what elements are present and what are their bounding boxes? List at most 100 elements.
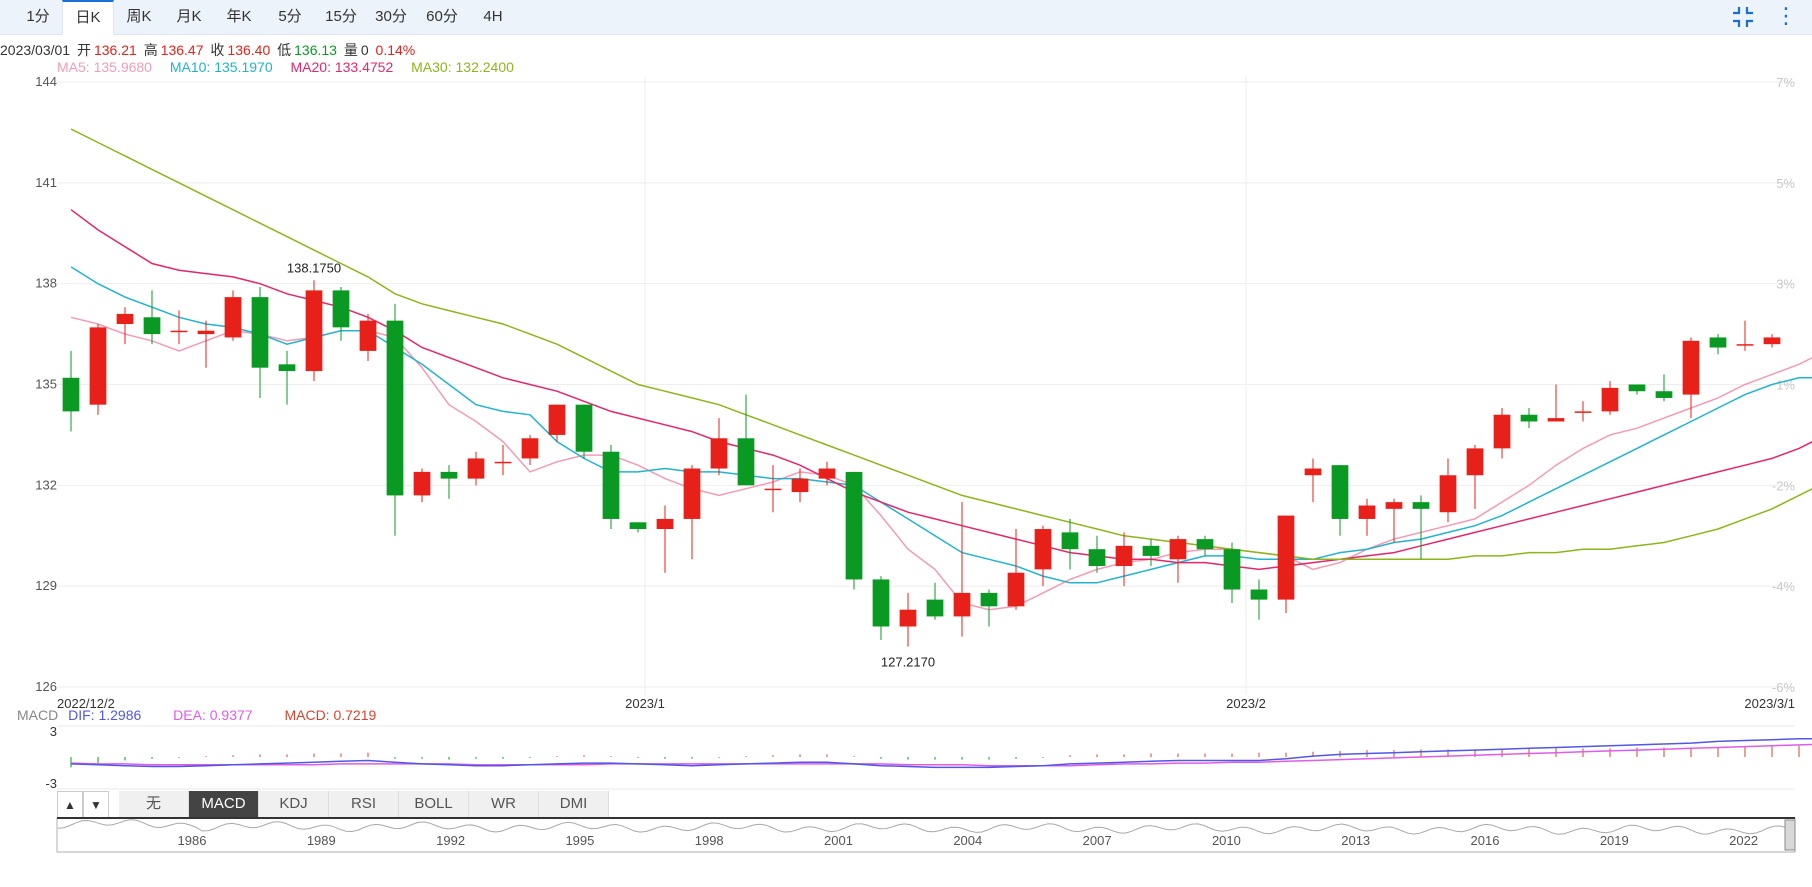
ma5-label: MA5: 135.9680 bbox=[57, 59, 152, 75]
dea-label: DEA: 0.9377 bbox=[173, 707, 253, 723]
more-options-icon[interactable]: ⋮ bbox=[1775, 3, 1797, 28]
navigator-range-handle bbox=[1784, 819, 1796, 851]
candle-body bbox=[1061, 532, 1079, 550]
candle-body bbox=[1304, 468, 1322, 476]
indicator-tab-wr[interactable]: WR bbox=[469, 791, 539, 817]
navigator-frame bbox=[56, 817, 1796, 853]
x-axis-label: 2023/3/1 bbox=[1744, 696, 1795, 710]
macd-legend: MACD DIF: 1.2986 DEA: 0.9377 MACD: 0.721… bbox=[17, 707, 379, 723]
scroll-down-button[interactable]: ▼ bbox=[83, 791, 109, 819]
percent-tick-label: -6% bbox=[1772, 680, 1796, 695]
candle-body bbox=[845, 471, 863, 580]
candle-body bbox=[521, 438, 539, 459]
macd-tick-label: 3 bbox=[50, 724, 57, 739]
candle-body bbox=[1169, 539, 1187, 560]
tab-monthly-k[interactable]: 月K bbox=[176, 8, 202, 25]
ma20-line bbox=[70, 209, 1812, 571]
candle-body bbox=[1142, 545, 1160, 556]
open-label: 开 bbox=[76, 42, 91, 58]
candle-body bbox=[1763, 337, 1781, 345]
candle-body bbox=[575, 404, 593, 452]
percent-tick-label: 3% bbox=[1776, 277, 1795, 292]
volume-label: 量 bbox=[343, 42, 358, 58]
y-tick-label: 135 bbox=[35, 377, 57, 392]
tab-yearly-k[interactable]: 年K bbox=[226, 8, 252, 25]
navigator-history-line bbox=[57, 819, 1793, 835]
candle-body bbox=[170, 330, 188, 333]
candlestick-chart[interactable]: 144 7%141 5%138 3%135 1%132 -2%129 -4%126 -6%20… bbox=[0, 70, 1812, 710]
ma5-line bbox=[70, 316, 1812, 611]
tab-weekly-k[interactable]: 周K bbox=[126, 8, 152, 25]
indicator-tab-macd[interactable]: MACD bbox=[189, 791, 259, 817]
candle-body bbox=[278, 364, 296, 372]
info-date: 2023/03/01 bbox=[0, 42, 71, 58]
candle-body bbox=[899, 609, 917, 627]
tab-60min[interactable]: 60分 bbox=[426, 8, 458, 25]
candle-body bbox=[224, 297, 242, 338]
collapse-icon[interactable] bbox=[1730, 4, 1756, 30]
max-price-annotation: 138.1750 bbox=[287, 260, 341, 275]
range-navigator[interactable]: 1986 1989 1992 1995 1998 2001 2004 2007 2010 2013… bbox=[0, 816, 1812, 856]
volume-value: 0 bbox=[360, 42, 369, 58]
close-value: 136.40 bbox=[227, 42, 271, 58]
candle-body bbox=[629, 522, 647, 530]
candle-body bbox=[953, 592, 971, 617]
percent-tick-label: -4% bbox=[1772, 579, 1796, 594]
candle-body bbox=[656, 518, 674, 530]
min-price-annotation: 127.2170 bbox=[881, 655, 935, 670]
candle-body bbox=[872, 579, 890, 627]
candle-body bbox=[1682, 340, 1700, 395]
tab-1min[interactable]: 1分 bbox=[26, 8, 50, 25]
indicator-tab-dmi[interactable]: DMI bbox=[539, 791, 609, 817]
navigator-year-label: 2016 bbox=[1471, 833, 1500, 848]
tab-15min[interactable]: 15分 bbox=[325, 8, 357, 25]
candle-body bbox=[1223, 549, 1241, 590]
y-tick-label: 144 bbox=[35, 74, 57, 89]
candle-body bbox=[737, 438, 755, 486]
candle-body bbox=[818, 468, 836, 479]
candle-body bbox=[413, 471, 431, 496]
candle-body bbox=[1709, 337, 1727, 348]
ma20-label: MA20: 133.4752 bbox=[290, 59, 394, 75]
indicator-tab-none[interactable]: 无 bbox=[119, 791, 189, 817]
candle-body bbox=[332, 290, 350, 328]
candle-body bbox=[305, 290, 323, 372]
percent-tick-label: -2% bbox=[1772, 478, 1796, 493]
high-label: 高 bbox=[143, 42, 158, 58]
candle-body bbox=[1412, 502, 1430, 509]
tab-30min[interactable]: 30分 bbox=[375, 8, 407, 25]
navigator-year-label: 2010 bbox=[1212, 833, 1241, 848]
low-value: 136.13 bbox=[294, 42, 337, 58]
macd-label: MACD bbox=[17, 707, 59, 723]
candle-body bbox=[1034, 529, 1052, 570]
navigator-year-label: 2013 bbox=[1341, 833, 1370, 848]
tab-daily-k[interactable]: 日K bbox=[62, 0, 114, 35]
candle-body bbox=[1358, 505, 1376, 519]
change-percent: 0.14% bbox=[375, 42, 416, 58]
navigator-year-label: 2001 bbox=[824, 833, 853, 848]
percent-tick-label: 1% bbox=[1776, 378, 1795, 393]
ma10-line bbox=[70, 266, 1812, 584]
candle-body bbox=[494, 461, 512, 464]
scroll-up-button[interactable]: ▲ bbox=[57, 791, 83, 819]
tab-5min[interactable]: 5分 bbox=[278, 8, 302, 25]
candle-body bbox=[1601, 387, 1619, 412]
ma30-label: MA30: 132.2400 bbox=[411, 59, 514, 75]
ma-legend: MA5: 135.9680 MA10: 135.1970 MA20: 133.4… bbox=[57, 59, 517, 75]
navigator-year-label: 2007 bbox=[1083, 833, 1112, 848]
navigator-year-label: 2019 bbox=[1600, 833, 1629, 848]
dea-line bbox=[70, 743, 1812, 767]
candle-body bbox=[1007, 572, 1025, 607]
percent-tick-label: 7% bbox=[1776, 75, 1795, 90]
indicator-tab-rsi[interactable]: RSI bbox=[329, 791, 399, 817]
indicator-tab-kdj[interactable]: KDJ bbox=[259, 791, 329, 817]
tab-4h[interactable]: 4H bbox=[483, 8, 503, 25]
candle-body bbox=[710, 438, 728, 469]
navigator-year-label: 1992 bbox=[436, 833, 465, 848]
macd-value-label: MACD: 0.7219 bbox=[284, 707, 377, 723]
macd-chart[interactable]: 3 -3 bbox=[0, 724, 1812, 790]
dif-line bbox=[70, 738, 1812, 769]
ma30-line bbox=[70, 128, 1812, 561]
indicator-tab-boll[interactable]: BOLL bbox=[399, 791, 469, 817]
y-tick-label: 138 bbox=[35, 276, 57, 291]
